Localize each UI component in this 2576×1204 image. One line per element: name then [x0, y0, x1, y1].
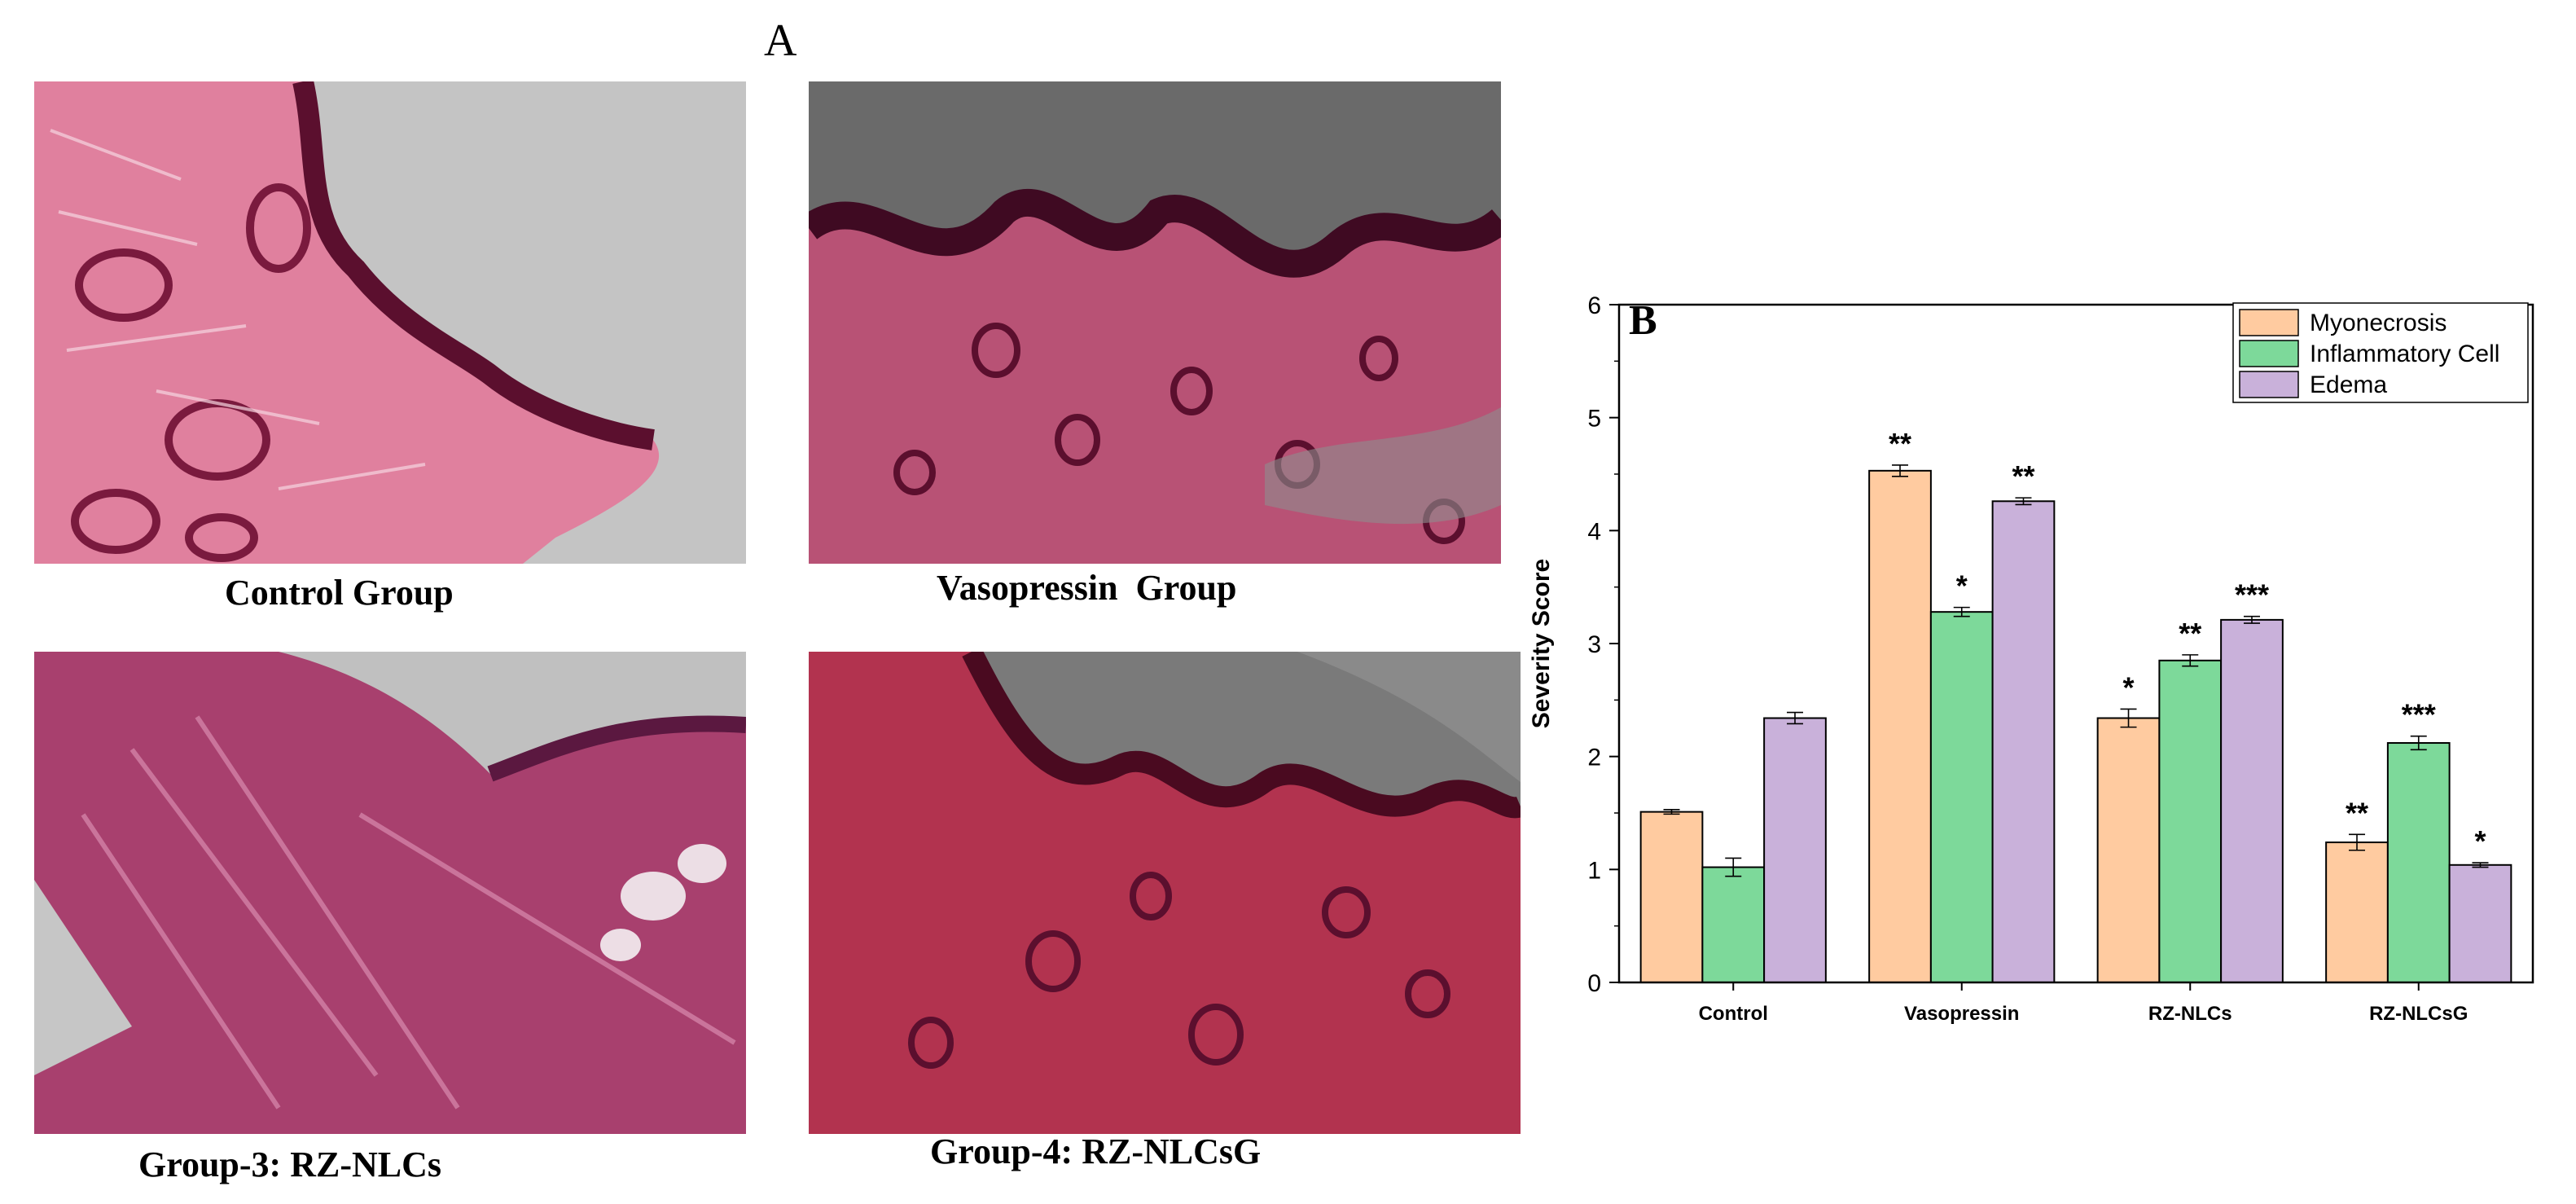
- error-bar: [1892, 464, 1909, 477]
- legend-entry: Inflammatory Cell: [2310, 341, 2499, 367]
- x-tick-label: RZ-NLCs: [2148, 1003, 2232, 1025]
- significance-label: *: [2123, 670, 2135, 704]
- significance-label: **: [2179, 617, 2201, 650]
- significance-label: *: [1956, 569, 1968, 603]
- error-bar: [2120, 708, 2137, 728]
- legend-swatch: [2239, 371, 2299, 398]
- significance-label: *: [2474, 824, 2486, 858]
- bar-myonecrosis-rz-nlcs: [2096, 717, 2161, 984]
- y-tick-label: 5: [1587, 406, 1601, 433]
- x-tick-label: Control: [1699, 1003, 1768, 1025]
- error-bar: [2410, 735, 2427, 751]
- bar-inflammatory-cell-vasopressin: [1929, 611, 1994, 983]
- significance-label: ***: [2235, 578, 2269, 612]
- group4-caption: Group-4: RZ-NLCsG: [930, 1131, 1262, 1171]
- significance-label: ***: [2402, 698, 2436, 732]
- y-tick-label: 0: [1587, 970, 1601, 997]
- error-bar: [1725, 857, 1742, 877]
- panel-b-letter: B: [1629, 297, 1657, 344]
- bar-myonecrosis-rz-nlcsg: [2325, 841, 2389, 984]
- vasopressin-micrograph: [809, 81, 1501, 564]
- x-tick-label: RZ-NLCsG: [2369, 1003, 2468, 1025]
- error-bar: [2349, 833, 2366, 851]
- legend-entry: Edema: [2310, 371, 2387, 398]
- bar-edema-rz-nlcs: [2220, 618, 2284, 983]
- chart-legend: Myonecrosis Inflammatory Cell Edema: [2232, 302, 2529, 403]
- significance-label: **: [2346, 796, 2368, 829]
- error-bar: [1786, 711, 1803, 725]
- x-tick-label: Vasopressin: [1904, 1003, 2019, 1025]
- vasopressin-group-caption: Vasopressin Group: [937, 568, 1237, 608]
- error-bar: [2015, 497, 2032, 506]
- bar-edema-control: [1763, 717, 1827, 984]
- y-axis-label: Severity Score: [1528, 559, 1555, 728]
- bar-inflammatory-cell-control: [1701, 866, 1766, 983]
- group3-micrograph: [34, 652, 746, 1134]
- significance-label: **: [1889, 427, 1911, 460]
- error-bar: [1953, 606, 1970, 617]
- error-bar: [2243, 615, 2260, 624]
- error-bar: [2182, 654, 2199, 667]
- y-tick-label: 1: [1587, 857, 1601, 884]
- bar-edema-vasopressin: [1991, 500, 2056, 983]
- bar-myonecrosis-control: [1639, 811, 1704, 984]
- severity-bar-chart: ***************** Control Vasopressin RZ-N…: [1528, 292, 2534, 1025]
- y-tick-label: 4: [1587, 518, 1601, 545]
- control-group-caption: Control Group: [225, 573, 454, 613]
- legend-swatch: [2239, 340, 2299, 367]
- y-tick-label: 3: [1587, 631, 1601, 658]
- y-tick-label: 2: [1587, 745, 1601, 771]
- panel-a-letter: A: [764, 15, 797, 66]
- legend-entry: Myonecrosis: [2310, 310, 2447, 336]
- control-micrograph: [34, 81, 746, 564]
- bar-inflammatory-cell-rz-nlcs: [2158, 659, 2223, 983]
- chart-axes: Control Vasopressin RZ-NLCs RZ-NLCsG 0 1 2 3 4 5 6: [1587, 292, 2534, 1025]
- group3-caption: Group-3: RZ-NLCs: [138, 1145, 442, 1184]
- group4-micrograph: [809, 652, 1521, 1134]
- error-bar: [1663, 809, 1680, 815]
- error-bar: [2472, 862, 2489, 868]
- bar-myonecrosis-vasopressin: [1868, 469, 1932, 983]
- legend-swatch: [2239, 309, 2299, 336]
- bar-inflammatory-cell-rz-nlcsg: [2386, 742, 2451, 983]
- bar-edema-rz-nlcsg: [2448, 863, 2512, 984]
- y-tick-label: 6: [1587, 292, 1601, 319]
- chart-bars: *****************: [1639, 427, 2512, 984]
- significance-label: **: [2012, 459, 2034, 493]
